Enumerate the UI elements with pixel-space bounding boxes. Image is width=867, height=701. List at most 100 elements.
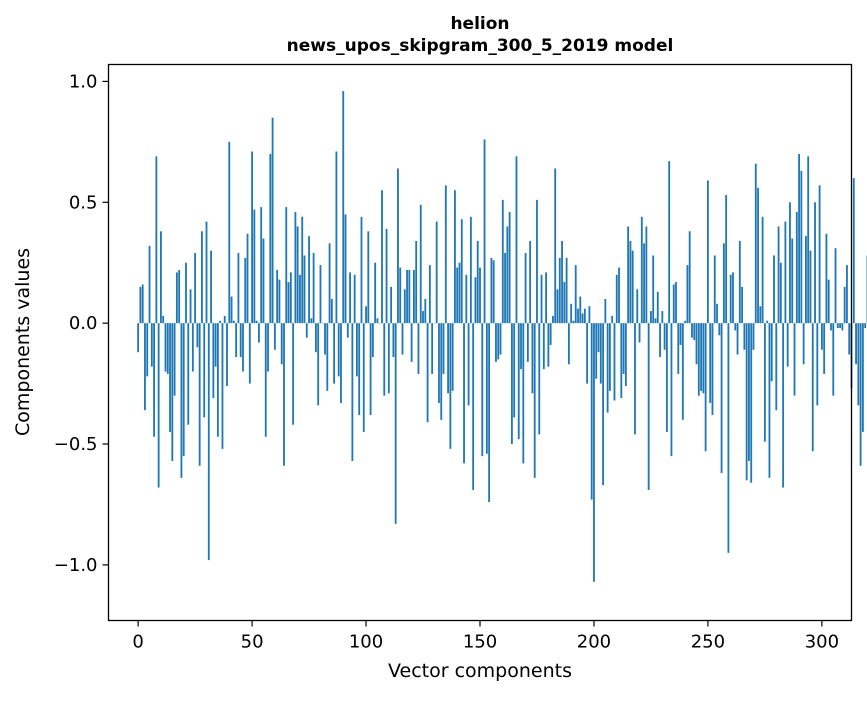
x-tick-label: 200 <box>577 632 611 653</box>
bar-component-312 <box>848 323 850 354</box>
bar-component-256 <box>721 323 723 473</box>
bar-component-90 <box>342 91 344 323</box>
bar-component-72 <box>301 217 303 323</box>
bar-component-179 <box>545 272 547 323</box>
bar-component-293 <box>805 236 807 323</box>
bar-component-173 <box>532 323 534 393</box>
bar-component-117 <box>404 289 406 323</box>
bar-component-253 <box>714 255 716 323</box>
bar-component-61 <box>276 270 278 323</box>
bar-component-0 <box>137 323 139 352</box>
bar-component-192 <box>575 265 577 323</box>
bar-component-301 <box>823 323 825 374</box>
bar-component-167 <box>518 323 520 439</box>
bar-component-190 <box>570 304 572 323</box>
bar-component-251 <box>709 323 711 403</box>
bar-component-128 <box>429 265 431 323</box>
bar-component-185 <box>559 258 561 323</box>
bar-component-151 <box>481 323 483 456</box>
bar-component-97 <box>358 323 360 415</box>
bar-component-226 <box>652 255 654 323</box>
bar-component-229 <box>659 323 661 357</box>
y-tick-label: 0.5 <box>69 192 98 213</box>
bar-component-115 <box>399 268 401 324</box>
bar-component-8 <box>155 156 157 323</box>
bar-component-126 <box>424 299 426 323</box>
bar-component-248 <box>702 323 704 393</box>
bar-component-152 <box>484 139 486 323</box>
bar-component-280 <box>775 323 777 410</box>
bar-component-210 <box>616 275 618 323</box>
bar-component-124 <box>420 205 422 323</box>
bar-component-288 <box>794 323 796 396</box>
bar-component-166 <box>516 156 518 323</box>
chart-title: helion <box>450 14 509 34</box>
bar-component-202 <box>598 323 600 352</box>
bar-component-225 <box>650 311 652 323</box>
x-tick-label: 250 <box>691 632 725 653</box>
bar-component-222 <box>643 243 645 323</box>
bar-component-276 <box>766 321 768 323</box>
bar-component-109 <box>386 229 388 323</box>
bar-component-249 <box>705 323 707 451</box>
bar-component-41 <box>231 297 233 324</box>
bar-component-252 <box>712 323 714 415</box>
bar-component-146 <box>470 217 472 323</box>
bar-component-285 <box>787 323 789 367</box>
bar-component-158 <box>497 323 499 359</box>
bar-component-243 <box>691 323 693 338</box>
bar-component-9 <box>158 323 160 487</box>
bar-component-205 <box>604 299 606 323</box>
bar-component-159 <box>500 323 502 354</box>
bar-component-187 <box>563 282 565 323</box>
bar-component-54 <box>260 207 262 323</box>
bar-component-272 <box>757 188 759 323</box>
bar-component-37 <box>222 323 224 449</box>
bar-component-165 <box>513 323 515 417</box>
bar-component-105 <box>377 318 379 323</box>
bar-component-266 <box>743 323 745 350</box>
bar-component-107 <box>381 190 383 323</box>
bar-component-163 <box>509 212 511 323</box>
bar-component-215 <box>627 226 629 323</box>
bar-component-122 <box>415 241 417 323</box>
bar-component-273 <box>759 306 761 323</box>
bar-component-235 <box>673 284 675 323</box>
bar-component-143 <box>463 323 465 463</box>
bar-component-247 <box>700 323 702 391</box>
y-tick-label: −1.0 <box>54 555 98 576</box>
x-tick-label: 300 <box>805 632 839 653</box>
bar-component-255 <box>718 323 720 335</box>
x-axis-label: Vector components <box>388 660 572 682</box>
bar-component-101 <box>367 231 369 323</box>
bar-component-236 <box>675 282 677 323</box>
bar-component-5 <box>149 246 151 323</box>
bar-component-12 <box>165 323 167 371</box>
bar-component-195 <box>582 313 584 323</box>
bar-component-214 <box>625 323 627 386</box>
bar-component-286 <box>789 202 791 323</box>
bar-component-116 <box>402 323 404 354</box>
bar-component-189 <box>568 323 570 364</box>
bar-component-96 <box>356 323 358 376</box>
bar-component-58 <box>269 154 271 323</box>
bar-component-66 <box>288 282 290 323</box>
bar-component-294 <box>807 156 809 323</box>
bar-component-221 <box>641 217 643 323</box>
bar-component-191 <box>573 321 575 323</box>
bar-component-47 <box>244 258 246 323</box>
bar-component-74 <box>306 323 308 338</box>
bar-component-197 <box>586 323 588 383</box>
bar-component-169 <box>522 323 524 463</box>
bar-component-77 <box>313 253 315 323</box>
bar-component-123 <box>418 323 420 374</box>
bar-component-110 <box>388 323 390 393</box>
bar-component-136 <box>447 323 449 393</box>
bar-component-220 <box>639 323 641 342</box>
bar-component-125 <box>422 311 424 323</box>
bar-component-99 <box>363 323 365 432</box>
bar-component-164 <box>511 323 513 444</box>
bar-component-78 <box>315 323 317 352</box>
bar-component-246 <box>698 323 700 396</box>
bar-component-67 <box>290 272 292 323</box>
